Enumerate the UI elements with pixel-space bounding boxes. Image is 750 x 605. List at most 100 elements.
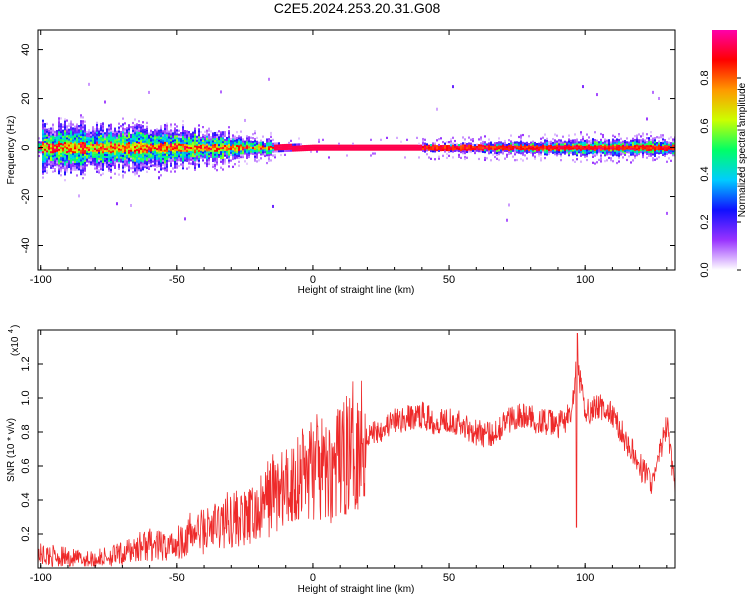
heatmap-cell	[256, 142, 258, 145]
heatmap-cell	[652, 137, 654, 140]
heatmap-cell	[520, 138, 522, 141]
heatmap-cell	[614, 151, 616, 154]
figure-title: C2E5.2024.253.20.31.G08	[274, 0, 441, 16]
heatmap-cell	[70, 143, 72, 147]
heatmap-cell	[134, 171, 136, 174]
heatmap-cell	[166, 149, 168, 153]
heatmap-cell	[56, 159, 58, 162]
heatmap-cell	[50, 139, 52, 142]
heatmap-cell	[544, 153, 546, 156]
heatmap-cell	[170, 156, 172, 159]
heatmap-cell	[350, 146, 352, 149]
heatmap-cell	[132, 149, 134, 152]
heatmap-cell	[200, 146, 202, 149]
heatmap-cell	[238, 145, 240, 148]
heatmap-cell	[108, 126, 110, 129]
heatmap-cell	[38, 143, 40, 146]
heatmap-cell	[468, 150, 470, 153]
heatmap-cell	[128, 169, 130, 172]
heatmap-cell	[186, 140, 188, 143]
heatmap-cell	[226, 154, 228, 157]
heatmap-cell	[588, 146, 590, 149]
heatmap-cell	[220, 135, 222, 138]
heatmap-cell	[116, 160, 118, 163]
heatmap-cell	[202, 143, 204, 146]
heatmap-cell	[224, 138, 226, 142]
heatmap-cell	[86, 150, 88, 153]
heatmap-cell	[220, 160, 222, 163]
heatmap-cell	[98, 141, 100, 145]
heatmap-cell	[50, 135, 52, 138]
heatmap-cell	[54, 134, 56, 137]
heatmap-cell	[272, 148, 274, 151]
heatmap-cell	[116, 154, 118, 157]
heatmap-cell	[94, 147, 96, 151]
heatmap-cell	[386, 144, 388, 147]
heatmap-cell	[72, 146, 74, 150]
heatmap-cell	[96, 145, 98, 148]
heatmap-cell	[58, 132, 60, 136]
heatmap-cell	[488, 152, 490, 155]
heatmap-cell	[474, 149, 476, 153]
heatmap-cell	[94, 165, 96, 168]
heatmap-cell	[140, 167, 142, 170]
heatmap-cell	[278, 142, 280, 145]
heatmap-cell	[396, 146, 398, 149]
heatmap-cell	[512, 147, 514, 150]
heatmap-cell	[82, 159, 84, 162]
heatmap-cell	[178, 137, 180, 140]
heatmap-cell	[58, 152, 60, 155]
heatmap-cell	[540, 151, 542, 154]
heatmap-cell	[172, 141, 174, 145]
heatmap-cell	[328, 144, 330, 147]
heatmap-cell	[70, 128, 72, 131]
heatmap-cell	[82, 130, 84, 133]
heatmap-cell	[498, 137, 500, 140]
heatmap-cell	[270, 139, 272, 142]
heatmap-cell	[184, 217, 186, 221]
heatmap-cell	[522, 149, 524, 152]
heatmap-cell	[240, 130, 242, 133]
heatmap-cell	[142, 160, 144, 163]
heatmap-cell	[352, 148, 354, 151]
heatmap-cell	[80, 129, 82, 133]
heatmap-cell	[474, 144, 476, 147]
heatmap-cell	[126, 131, 128, 134]
heatmap-cell	[558, 143, 560, 146]
heatmap-cell	[96, 164, 98, 168]
heatmap-cell	[186, 159, 188, 162]
heatmap-cell	[126, 152, 128, 155]
heatmap-cell	[80, 169, 82, 172]
heatmap-cell	[132, 121, 134, 125]
heatmap-cell	[586, 143, 588, 146]
heatmap-cell	[194, 139, 196, 142]
heatmap-cell	[626, 145, 628, 148]
heatmap-cell	[246, 143, 248, 146]
heatmap-cell	[128, 135, 130, 139]
heatmap-cell	[176, 164, 178, 167]
heatmap-cell	[164, 129, 166, 133]
heatmap-cell	[396, 148, 398, 151]
heatmap-cell	[70, 142, 72, 145]
heatmap-cell	[114, 164, 116, 167]
heatmap-cell	[60, 152, 62, 155]
heatmap-cell	[176, 156, 178, 159]
heatmap-cell	[52, 160, 54, 164]
heatmap-cell	[118, 142, 120, 145]
heatmap-cell	[86, 144, 88, 147]
heatmap-cell	[40, 151, 42, 154]
heatmap-cell	[132, 141, 134, 144]
heatmap-cell	[156, 134, 158, 137]
heatmap-cell	[480, 144, 482, 147]
heatmap-cell	[630, 153, 632, 156]
heatmap-cell	[160, 140, 162, 144]
heatmap-cell	[240, 154, 242, 157]
heatmap-cell	[322, 148, 324, 151]
snr-xtick-label: -100	[30, 572, 52, 584]
heatmap-cell	[206, 149, 208, 152]
heatmap-cell	[210, 153, 212, 156]
heatmap-cell	[374, 152, 376, 155]
heatmap-cell	[578, 143, 580, 146]
heatmap-cell	[82, 126, 84, 129]
heatmap-cell	[74, 141, 76, 144]
